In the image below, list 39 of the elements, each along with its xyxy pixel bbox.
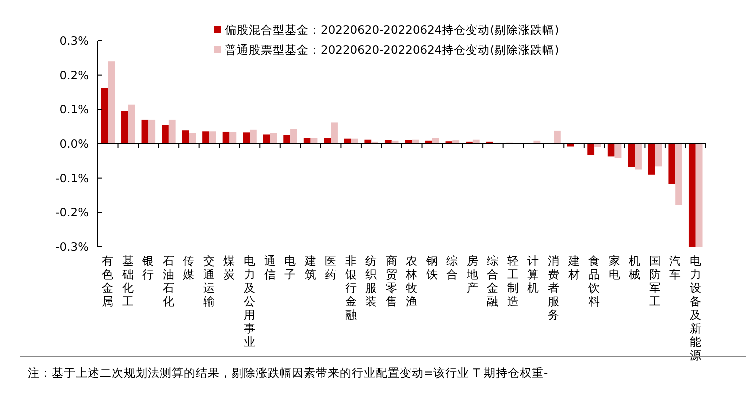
x-tick-label: 计算机 bbox=[528, 254, 540, 295]
x-tick-label: 商贸零售 bbox=[386, 254, 398, 308]
x-tick-label: 电力及公用事业 bbox=[244, 254, 256, 349]
x-tick-label: 国防军工 bbox=[649, 254, 662, 308]
x-tick-label: 汽车 bbox=[670, 254, 682, 282]
y-tick-label: 0.1% bbox=[60, 102, 90, 117]
x-tick-label: 石油石化 bbox=[162, 254, 175, 308]
x-tick-label: 家电 bbox=[608, 254, 621, 282]
x-tick-label: 轻工制造 bbox=[507, 254, 520, 308]
x-tick-label: 传媒 bbox=[183, 254, 196, 282]
x-tick-label: 综合 bbox=[446, 254, 459, 282]
y-tick-label: -0.1% bbox=[56, 171, 90, 186]
x-tick-label: 医药 bbox=[325, 254, 338, 282]
x-tick-label: 基础化工 bbox=[121, 254, 134, 308]
y-tick-label: 0.2% bbox=[60, 68, 90, 82]
y-tick-label: 0.0% bbox=[60, 137, 90, 151]
text: 注：基于上述二次规划法测算的结果，剔除涨跌幅因素带来的行业配置变动=该行业 T 期持仓权重- bbox=[28, 366, 548, 380]
x-tick-label: 房地产 bbox=[466, 254, 479, 295]
x-tick-label: 煤炭 bbox=[224, 254, 236, 282]
x-tick-label: 机械 bbox=[629, 254, 642, 282]
x-tick-label: 建材 bbox=[567, 254, 580, 282]
x-tick-label: 交通运输 bbox=[203, 254, 216, 308]
x-tick-label: 农林牧渔 bbox=[405, 254, 418, 308]
x-tick-label: 非银行金融 bbox=[344, 254, 358, 322]
legend-label: 普通股票型基金：20220620-20220624持仓变动(剔除涨跌幅) bbox=[225, 43, 560, 57]
x-tick-label: 综合金融 bbox=[487, 254, 500, 308]
x-tick-label: 银行 bbox=[142, 254, 155, 282]
y-tick-label: 0.3% bbox=[60, 34, 90, 48]
x-tick-label: 钢铁 bbox=[425, 254, 438, 282]
x-tick-label: 电子 bbox=[284, 254, 297, 282]
x-tick-label: 有色金属 bbox=[102, 254, 114, 308]
x-tick-label: 建筑 bbox=[304, 254, 317, 282]
x-tick-label: 消费者服务 bbox=[548, 254, 560, 322]
legend-label: 偏股混合型基金：20220620-20220624持仓变动(剔除涨跌幅) bbox=[225, 23, 560, 37]
x-tick-label: 通信 bbox=[264, 254, 276, 282]
x-tick-label: 纺织服装 bbox=[366, 254, 378, 308]
y-tick-label: -0.2% bbox=[56, 206, 90, 220]
y-tick-label: -0.3% bbox=[56, 240, 90, 254]
x-tick-label: 食品饮料 bbox=[588, 254, 601, 308]
